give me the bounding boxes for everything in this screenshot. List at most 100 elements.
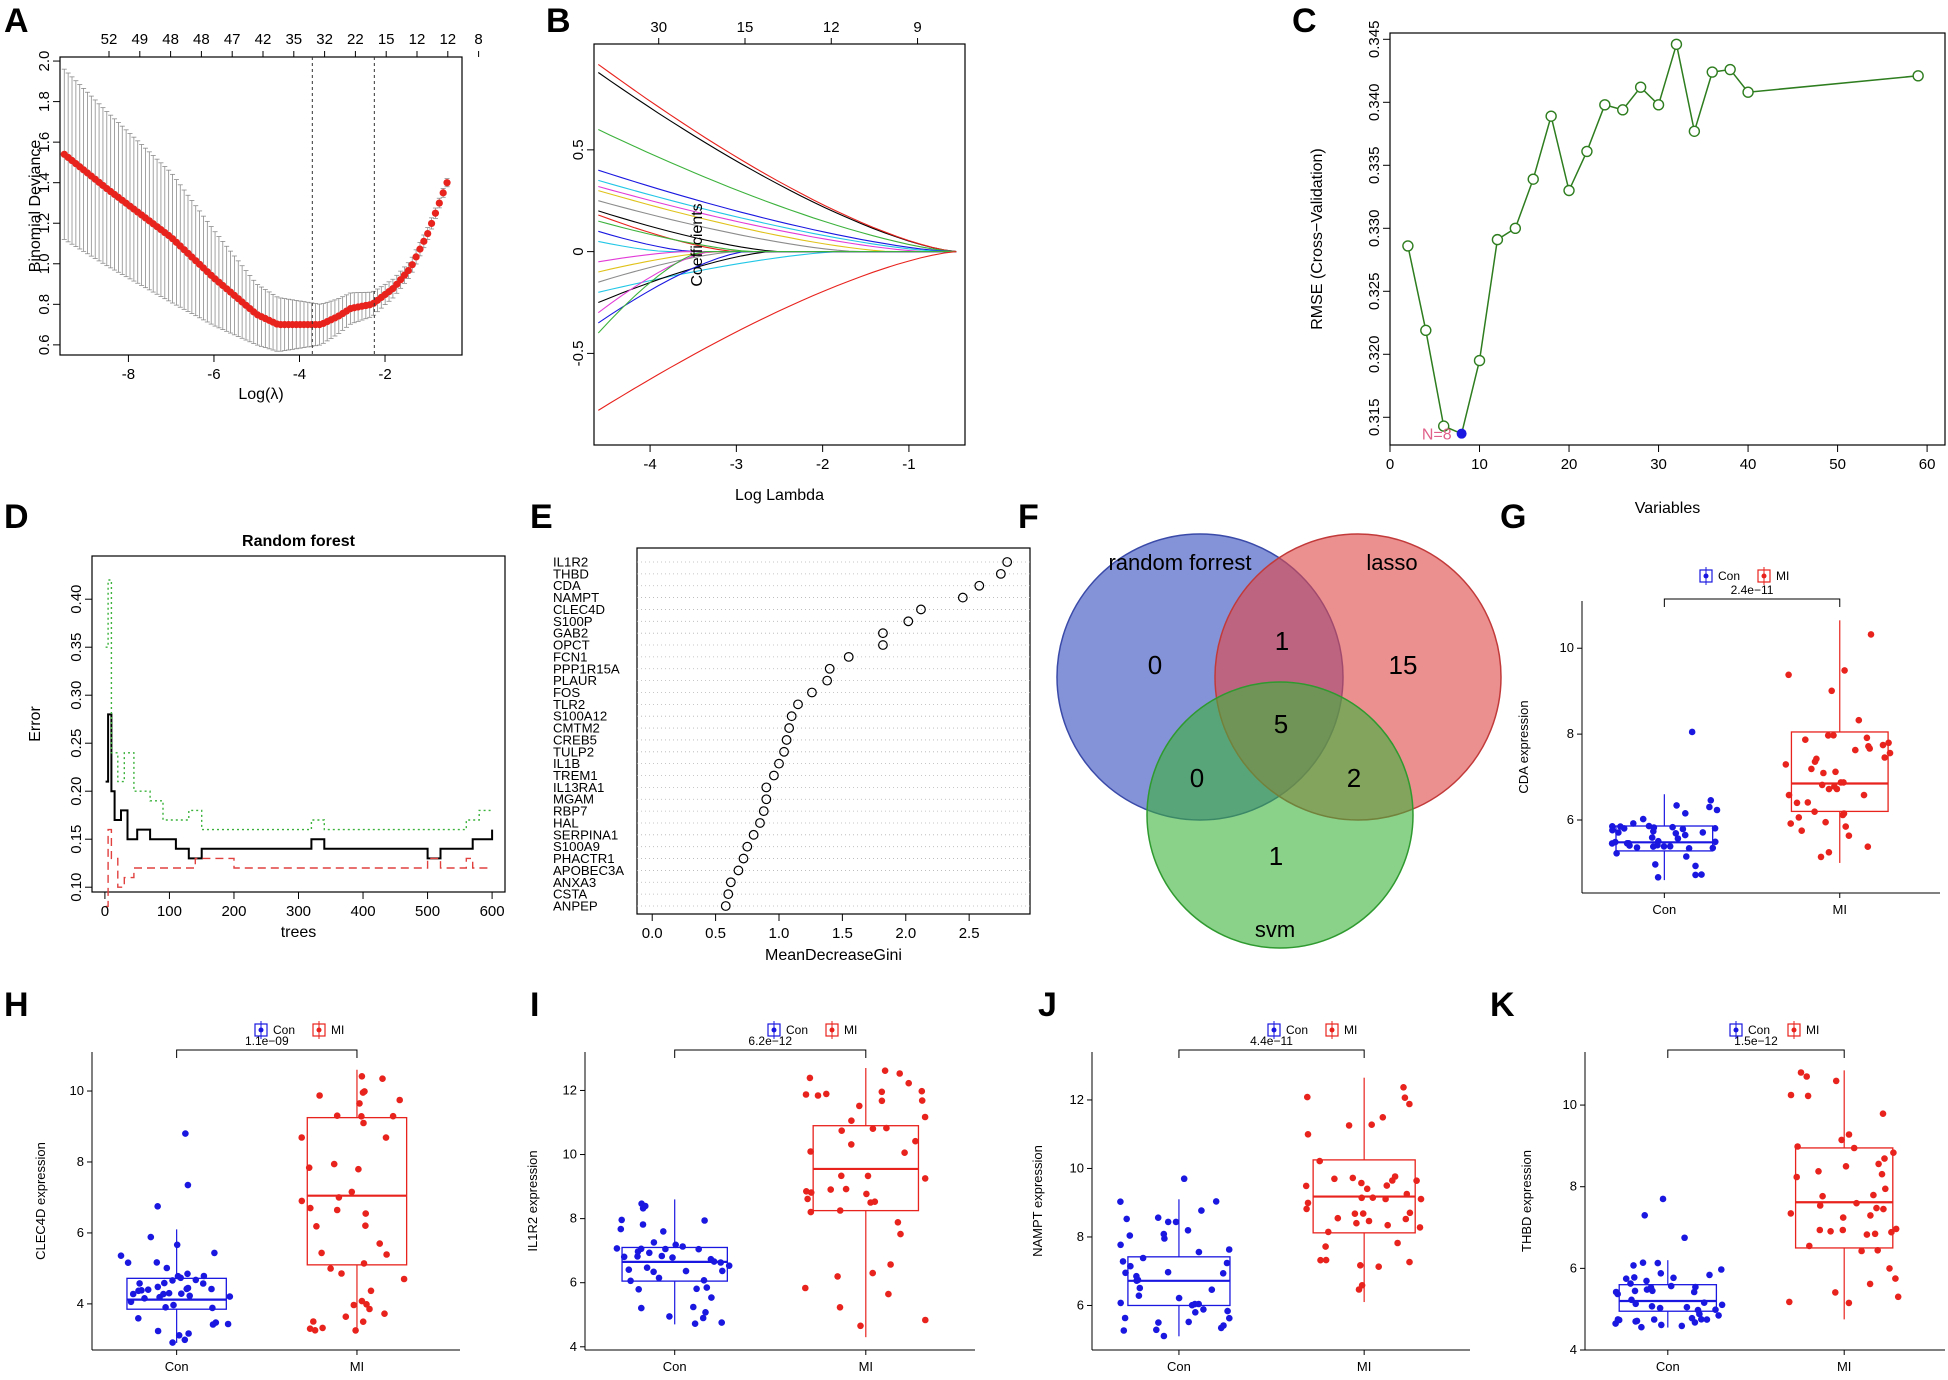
sample-point [669,1254,676,1261]
sample-point [1690,1288,1698,1296]
sample-point [209,1304,216,1312]
box-con [1618,1284,1718,1312]
legend-key-dot [1271,1027,1277,1033]
y-tick-label: 1.8 [36,91,53,112]
sample-point [1302,1182,1310,1190]
gini-point [758,806,769,817]
data-point [431,209,440,217]
sample-point [366,1305,373,1313]
plot-frame-c [1389,32,1946,446]
gene-label: TLR2 [553,697,585,712]
sample-point [192,1276,200,1284]
sample-point [901,1149,908,1156]
sample-point [802,1284,809,1292]
sample-point [1121,1314,1129,1322]
significance-bracket [1667,1049,1845,1058]
sample-point [1698,1316,1705,1323]
sample-point [1220,1322,1227,1329]
sample-point [169,1339,176,1346]
gene-label: FOS [553,685,580,700]
sample-point [1401,1094,1409,1101]
gene-label: APOBEC3A [553,863,624,878]
sample-point [1650,824,1658,831]
data-point [1420,324,1432,337]
sample-point [1160,1332,1168,1340]
sample-point [1363,1185,1371,1193]
legend-label: Con [1748,1023,1770,1037]
sample-point [1208,1286,1216,1293]
gene-label: CSTA [553,887,587,902]
gini-point [824,663,835,674]
sample-point [878,1097,886,1105]
sample-point [896,1070,903,1077]
legend-label: MI [844,1023,857,1037]
legend-label: MI [1776,569,1789,583]
sample-point [173,1241,181,1249]
sample-point [305,1164,313,1171]
data-point [1599,99,1611,111]
sample-point [838,1127,845,1134]
legend-key-dot [1733,1027,1739,1033]
gini-point [761,794,772,805]
sample-point [1638,1323,1645,1331]
data-point [1491,233,1504,246]
sample-point [1184,1227,1192,1234]
data-point [1527,173,1539,185]
sample-point [1811,808,1818,815]
sample-point [1383,1182,1391,1189]
gene-label: IL13RA1 [553,780,604,795]
sample-point [1654,874,1662,881]
sample-point [625,1266,633,1273]
gini-point [725,877,736,888]
sample-point [627,1277,634,1285]
sample-point [1828,687,1835,695]
sample-point [356,1100,363,1107]
sample-point [1406,1100,1413,1108]
sample-point [1394,1239,1401,1247]
sample-point [1334,1214,1342,1222]
coefficient-path [598,185,957,253]
gene-label: IL1B [553,756,580,771]
y-tick-label: 0.20 [68,777,85,806]
sample-point [1226,1314,1233,1322]
sample-point [1867,1212,1874,1219]
sample-point [376,1240,384,1247]
top-tick-label: 12 [439,31,456,48]
gini-point [786,711,797,722]
y-tick-label: 8 [1570,1179,1577,1194]
sample-point [359,1089,367,1096]
y-tick-label: 10 [563,1147,577,1162]
sample-point [1699,829,1707,836]
data-point [1912,70,1924,82]
sample-point [1825,849,1833,856]
sample-point [1382,1195,1389,1203]
x-axis-title: MeanDecreaseGini [765,947,902,964]
sample-point [1811,758,1819,765]
sample-point [804,1195,811,1203]
sample-point [316,1092,323,1099]
legend-key-dot [1791,1027,1797,1033]
y-tick-label: 0.340 [1366,84,1383,122]
y-tick-label: 8 [1567,726,1574,741]
gene-label: RBP7 [553,804,587,819]
sample-point [1685,845,1693,852]
gini-point [974,580,985,591]
sample-point [313,1223,320,1230]
sample-point [650,1239,658,1246]
sample-point [1718,1266,1725,1273]
y-tick-label: 8 [77,1154,84,1169]
gini-point [774,758,784,769]
sample-point [1117,1198,1124,1205]
sample-point [638,1304,645,1312]
x-tick-label: -2 [378,366,391,383]
sample-point [679,1243,686,1250]
x-tick-label: -1 [902,456,915,473]
sample-point [1890,1149,1897,1156]
gini-point [878,640,888,650]
sample-point [170,1301,177,1309]
sample-point [1627,1280,1634,1287]
sample-point [1185,1318,1192,1326]
x-tick-label: Con [1652,902,1676,917]
sample-point [1349,1174,1357,1182]
sample-point [1667,1282,1675,1290]
